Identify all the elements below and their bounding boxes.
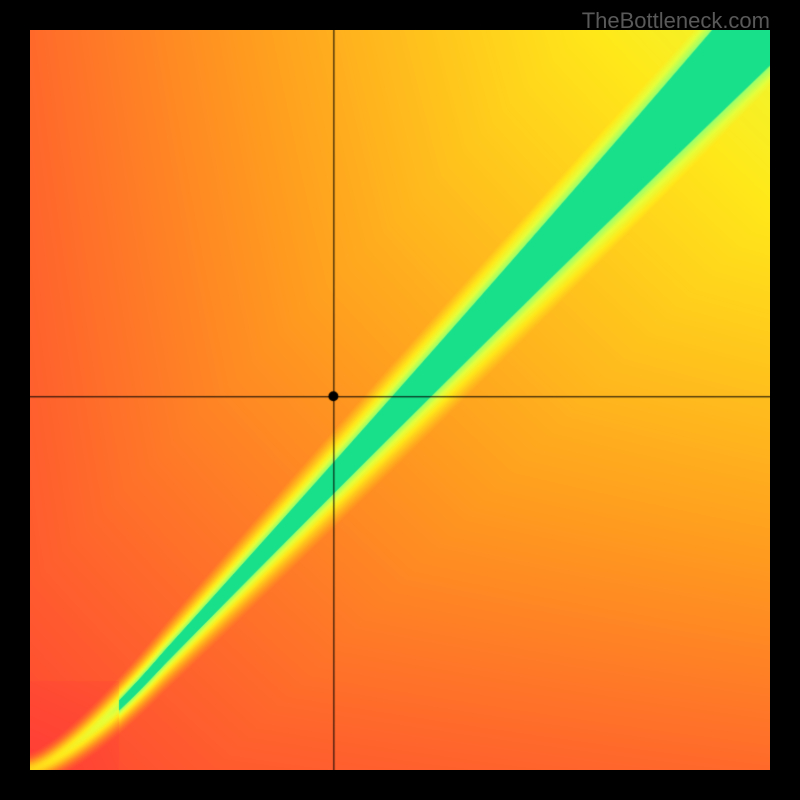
bottleneck-heatmap bbox=[30, 30, 770, 770]
watermark-text: TheBottleneck.com bbox=[582, 8, 770, 34]
chart-container: TheBottleneck.com bbox=[0, 0, 800, 800]
